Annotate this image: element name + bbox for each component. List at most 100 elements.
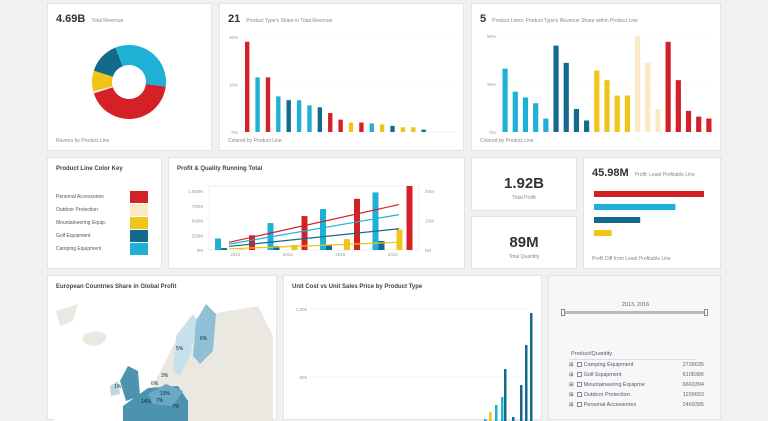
y-tick-right: 0M: [425, 248, 432, 253]
bar: [320, 209, 326, 250]
y-tick-label: 1,200: [296, 307, 308, 312]
color-key-swatch: [130, 230, 148, 242]
running-total-chart[interactable]: 1,000M 750M 500M 250M 0M 30M 15M 0M 2013 2014 2015…: [169, 158, 466, 270]
x-tick-label: 2016: [388, 252, 399, 257]
bar: [489, 412, 492, 421]
slider-handle-end[interactable]: [704, 309, 708, 316]
donut-slice: [93, 86, 113, 94]
tree-row[interactable]: ⊞ Camping Equipment 2728035: [569, 362, 704, 368]
bar: [296, 100, 302, 132]
profit-diff-bar: [594, 204, 676, 210]
bar: [372, 192, 379, 250]
checkbox[interactable]: [576, 392, 582, 397]
bar: [326, 244, 332, 250]
least-profitable-panel: 45.98M Profit: Least Profitable Line Prof…: [583, 157, 721, 269]
bar: [276, 96, 281, 132]
map-country-label: 6%: [200, 336, 208, 342]
bar: [406, 186, 413, 250]
running-total-panel: Profit & Quality Running Total 1,000M 750…: [168, 157, 465, 269]
map-country-label: 14%: [141, 399, 152, 405]
expand-icon[interactable]: ⊞: [569, 382, 574, 388]
types-label: Product Type's Share in Total Revenue: [246, 18, 333, 24]
bar: [442, 131, 447, 133]
tree-row[interactable]: ⊞ Outdoor Protection 1209653: [569, 392, 704, 398]
map-country-label: 6%: [151, 381, 159, 387]
bar: [452, 131, 457, 133]
bar: [245, 41, 250, 132]
color-key-swatch: [130, 243, 148, 255]
lines-bar-chart[interactable]: 50% 25% 0%: [472, 4, 722, 152]
color-key-label: Mountaineering Equip.: [56, 220, 107, 226]
x-tick-label: 2014: [283, 252, 294, 257]
tree-header: Product/Quantity: [571, 351, 612, 357]
least-label: Profit: Least Profitable Line: [634, 172, 695, 178]
tree-row-quantity: 2728035: [682, 362, 704, 368]
map-ireland: [110, 381, 120, 396]
bar: [239, 249, 245, 250]
bar: [286, 100, 291, 132]
europe-map[interactable]: [48, 276, 278, 421]
bar: [520, 385, 523, 421]
donut-slice: [92, 70, 113, 92]
bar: [249, 235, 255, 250]
color-key-swatch: [130, 204, 148, 216]
tree-row-quantity: 6108386: [682, 372, 704, 378]
total-profit-card: 1.92B Total Profit: [471, 157, 577, 211]
tree-row[interactable]: ⊞ Golf Equipment 6108386: [569, 372, 704, 378]
year-range-slider[interactable]: [563, 311, 707, 314]
checkbox[interactable]: [576, 402, 582, 407]
least-footer: Profit Diff from Least Profitable Line: [592, 256, 671, 262]
tree-row-quantity: 6660394: [682, 382, 704, 388]
unit-cost-panel: Unit Cost vs Unit Sales Price by Product…: [283, 275, 543, 421]
bar: [553, 45, 559, 132]
tree-row-label: Golf Equipment: [583, 372, 622, 378]
map-germany: [148, 384, 183, 406]
bar: [530, 313, 533, 421]
bar: [563, 62, 569, 132]
expand-icon[interactable]: ⊞: [569, 362, 574, 368]
color-key-label: Camping Equipment: [56, 246, 102, 252]
bar: [301, 216, 308, 250]
bar: [354, 198, 360, 250]
profit-diff-bar: [594, 230, 612, 236]
unit-cost-chart[interactable]: 1,200 600: [284, 276, 543, 421]
filter-panel: 2013, 2016 Product/Quantity ⊞ Camping Equ…: [548, 275, 721, 420]
revenue-donut[interactable]: [48, 4, 213, 152]
profit-diff-bar: [594, 217, 641, 223]
total-quantity-label: Total Quantity: [508, 254, 540, 260]
slider-handle-start[interactable]: [561, 309, 565, 316]
expand-icon[interactable]: ⊞: [569, 372, 574, 378]
expand-icon[interactable]: ⊞: [569, 392, 574, 398]
bar: [533, 103, 539, 132]
bar: [614, 95, 620, 132]
tree-row[interactable]: ⊞ Personal Accessories 2469395: [569, 402, 704, 408]
checkbox[interactable]: [576, 382, 582, 387]
bar: [512, 91, 518, 132]
bar: [665, 41, 671, 133]
checkbox[interactable]: [576, 362, 582, 367]
x-tick-label: 2013: [230, 252, 241, 257]
least-bar-chart[interactable]: [584, 158, 722, 270]
bar: [400, 127, 406, 132]
bar: [543, 118, 549, 132]
y-tick-label: 25%: [487, 82, 496, 87]
bar: [431, 131, 437, 133]
checkbox[interactable]: [576, 372, 582, 377]
tree-row-quantity: 1209653: [682, 392, 704, 398]
y-tick-left: 500M: [192, 219, 204, 224]
y-tick-label: 50%: [487, 34, 496, 39]
y-tick-left: 750M: [192, 204, 204, 209]
types-bar-chart[interactable]: 20% 10% 0%: [220, 4, 465, 152]
tree-row-label: Camping Equipment: [583, 362, 634, 368]
bar: [338, 119, 343, 132]
bar: [634, 36, 641, 132]
y-tick-left: 1,000M: [188, 189, 203, 194]
lines-panel: 5 Product Lines: Product Type's Revenue S…: [471, 3, 721, 151]
bar: [215, 238, 221, 250]
bar: [573, 108, 580, 132]
expand-icon[interactable]: ⊞: [569, 402, 574, 408]
tree-row[interactable]: ⊞ Mountaineering Equipme 6660394: [569, 382, 704, 388]
y-tick-label: 20%: [229, 35, 238, 40]
lines-label: Product Lines: Product Type's Revenue Sh…: [492, 18, 639, 24]
bar: [624, 95, 630, 132]
